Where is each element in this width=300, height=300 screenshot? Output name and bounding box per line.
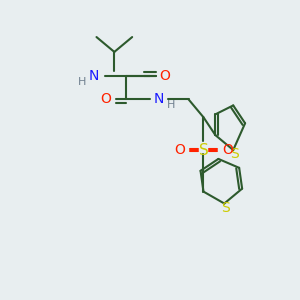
Text: N: N: [88, 69, 99, 83]
Text: S: S: [230, 148, 239, 161]
Text: H: H: [77, 76, 86, 87]
Text: O: O: [174, 143, 185, 157]
Text: H: H: [167, 100, 175, 110]
Text: S: S: [199, 142, 208, 158]
Text: O: O: [222, 143, 233, 157]
Text: O: O: [159, 69, 170, 83]
Text: O: O: [100, 92, 111, 106]
Text: S: S: [221, 201, 230, 215]
Text: N: N: [154, 92, 164, 106]
